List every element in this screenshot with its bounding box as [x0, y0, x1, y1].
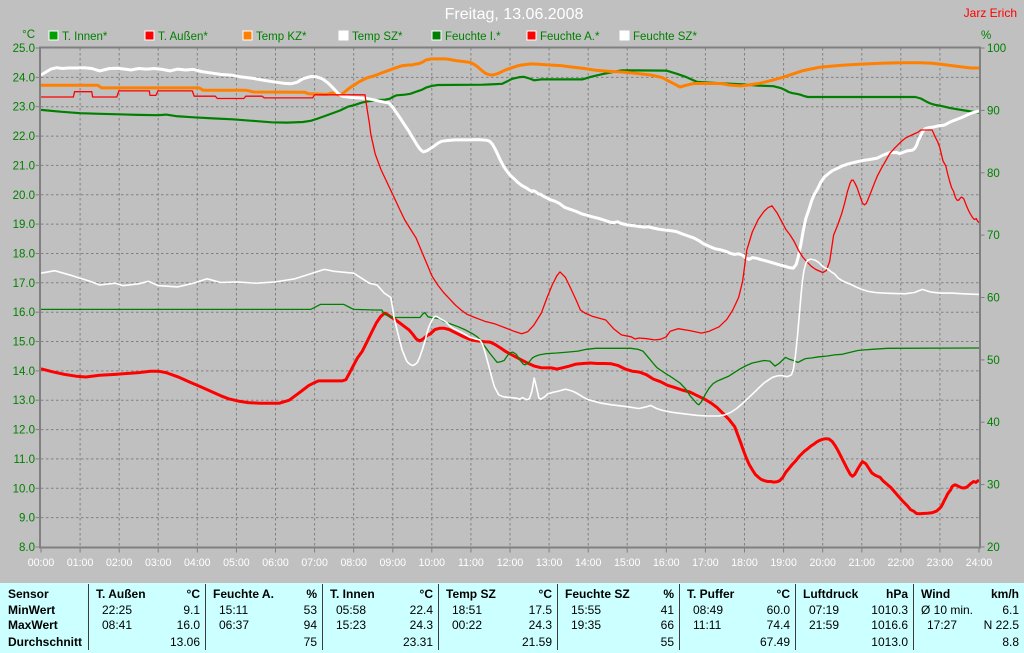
- svg-text:22:00: 22:00: [888, 557, 915, 569]
- svg-text:07:00: 07:00: [301, 557, 328, 569]
- svg-text:10.0: 10.0: [13, 483, 35, 495]
- svg-text:06:00: 06:00: [262, 557, 289, 569]
- svg-text:100: 100: [987, 43, 1006, 55]
- svg-text:13:00: 13:00: [536, 557, 563, 569]
- svg-text:18.0: 18.0: [13, 249, 35, 261]
- svg-text:23:00: 23:00: [927, 557, 954, 569]
- svg-text:90: 90: [987, 105, 1000, 117]
- svg-text:17.0: 17.0: [13, 278, 35, 290]
- svg-text:9.0: 9.0: [19, 513, 35, 525]
- svg-text:17:00: 17:00: [692, 557, 719, 569]
- svg-text:00:00: 00:00: [28, 557, 55, 569]
- svg-text:15:00: 15:00: [614, 557, 641, 569]
- svg-text:30: 30: [987, 480, 1000, 492]
- svg-text:°C: °C: [22, 29, 35, 41]
- svg-text:23.0: 23.0: [13, 102, 35, 114]
- svg-text:24.0: 24.0: [13, 72, 35, 84]
- svg-text:20.0: 20.0: [13, 190, 35, 202]
- svg-text:19:00: 19:00: [770, 557, 797, 569]
- svg-text:10:00: 10:00: [419, 557, 446, 569]
- svg-text:70: 70: [987, 230, 1000, 242]
- svg-text:21:00: 21:00: [849, 557, 876, 569]
- svg-text:T. Außen*: T. Außen*: [158, 31, 208, 43]
- svg-text:Feuchte A.*: Feuchte A.*: [540, 31, 600, 43]
- svg-text:11.0: 11.0: [13, 454, 35, 466]
- svg-text:24:00: 24:00: [966, 557, 993, 569]
- svg-text:40: 40: [987, 417, 1000, 429]
- svg-text:Freitag, 13.06.2008: Freitag, 13.06.2008: [445, 6, 584, 23]
- svg-text:20: 20: [987, 542, 1000, 554]
- svg-text:Temp SZ*: Temp SZ*: [352, 31, 403, 43]
- svg-text:12.0: 12.0: [13, 425, 35, 437]
- svg-text:14.0: 14.0: [13, 366, 35, 378]
- svg-text:50: 50: [987, 355, 1000, 367]
- svg-text:Feuchte SZ*: Feuchte SZ*: [633, 31, 697, 43]
- svg-text:8.0: 8.0: [19, 542, 35, 554]
- svg-text:05:00: 05:00: [223, 557, 250, 569]
- svg-text:20:00: 20:00: [809, 557, 836, 569]
- svg-text:14:00: 14:00: [575, 557, 602, 569]
- svg-text:Temp KZ*: Temp KZ*: [256, 31, 307, 43]
- svg-text:25.0: 25.0: [13, 43, 35, 55]
- svg-text:Feuchte I.*: Feuchte I.*: [445, 31, 501, 43]
- svg-text:12:00: 12:00: [497, 557, 524, 569]
- svg-text:19.0: 19.0: [13, 219, 35, 231]
- svg-text:18:00: 18:00: [731, 557, 758, 569]
- svg-text:13.0: 13.0: [13, 395, 35, 407]
- svg-text:16.0: 16.0: [13, 307, 35, 319]
- svg-text:60: 60: [987, 293, 1000, 305]
- svg-text:02:00: 02:00: [106, 557, 133, 569]
- svg-text:%: %: [981, 30, 991, 42]
- svg-text:T. Innen*: T. Innen*: [62, 31, 108, 43]
- svg-text:11:00: 11:00: [458, 557, 484, 569]
- svg-text:03:00: 03:00: [145, 557, 172, 569]
- svg-text:Jarz Erich: Jarz Erich: [964, 6, 1017, 20]
- svg-text:21.0: 21.0: [13, 160, 35, 172]
- svg-text:01:00: 01:00: [67, 557, 94, 569]
- svg-text:80: 80: [987, 168, 1000, 180]
- svg-text:08:00: 08:00: [340, 557, 367, 569]
- svg-text:04:00: 04:00: [184, 557, 211, 569]
- svg-text:09:00: 09:00: [380, 557, 407, 569]
- svg-text:15.0: 15.0: [13, 337, 35, 349]
- svg-text:16:00: 16:00: [653, 557, 680, 569]
- svg-text:22.0: 22.0: [13, 131, 35, 143]
